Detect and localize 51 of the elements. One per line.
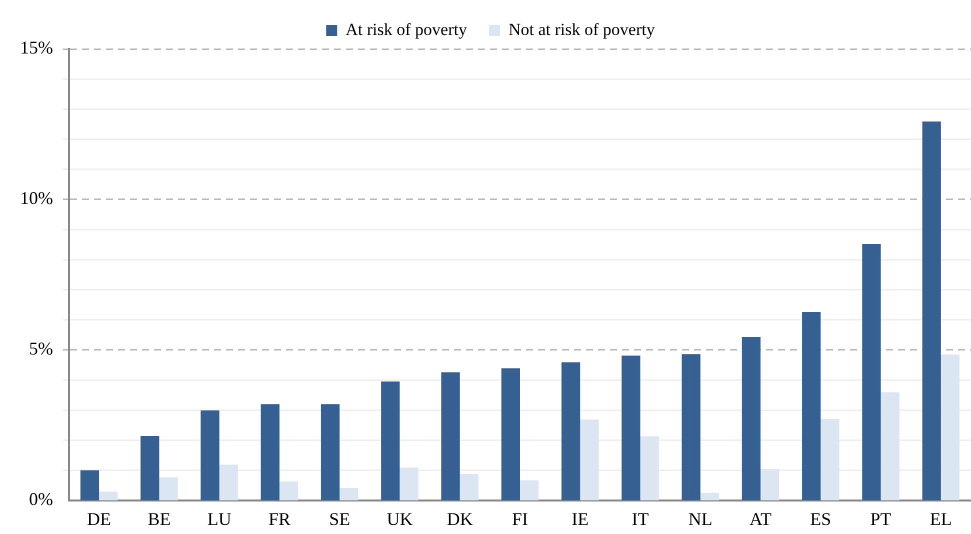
x-tick-label: EL [930, 508, 952, 529]
x-tick-label: ES [810, 508, 832, 529]
bar [742, 336, 761, 500]
bar [922, 122, 941, 500]
bar [501, 368, 520, 500]
y-tick-label: 5% [28, 338, 53, 359]
bar [441, 372, 460, 500]
bar [219, 464, 238, 500]
x-tick-label: LU [207, 508, 232, 529]
x-tick-label: SE [329, 508, 350, 529]
bar [520, 480, 539, 500]
bar [460, 474, 479, 500]
x-tick-label: DK [446, 508, 473, 529]
y-tick-label: 10% [20, 188, 53, 208]
x-tick-label: FI [512, 508, 528, 529]
bar [159, 477, 178, 500]
x-tick-label: IE [572, 508, 589, 529]
bar [320, 404, 340, 500]
bar [260, 404, 280, 500]
bar [279, 481, 298, 500]
bar [682, 354, 700, 500]
bar [140, 436, 160, 500]
bar [99, 492, 118, 500]
bar [940, 354, 960, 500]
bar [802, 312, 821, 500]
bar [820, 418, 840, 500]
bar [880, 392, 900, 500]
bar [561, 362, 580, 500]
x-tick-label: UK [386, 508, 413, 529]
legend-label: Not at risk of poverty [508, 20, 656, 39]
bar [381, 382, 400, 500]
x-tick-label: AT [750, 508, 772, 529]
bar [760, 469, 780, 500]
x-tick-label: IT [632, 508, 649, 529]
bar [862, 244, 881, 500]
bar [200, 410, 220, 500]
bar [640, 436, 659, 500]
x-tick-label: NL [688, 508, 712, 529]
y-tick-label: 15% [20, 38, 53, 58]
x-tick-label: DE [87, 508, 112, 529]
bar [340, 488, 358, 500]
x-tick-label: PT [870, 508, 892, 529]
bar [400, 468, 418, 500]
bar [80, 470, 100, 500]
y-tick-label: 0% [28, 489, 53, 510]
bar [580, 419, 599, 500]
legend-label: At risk of poverty [346, 20, 468, 39]
x-tick-label: BE [148, 508, 171, 529]
bar [622, 356, 640, 500]
x-tick-label: FR [268, 508, 290, 529]
bar [700, 492, 720, 500]
